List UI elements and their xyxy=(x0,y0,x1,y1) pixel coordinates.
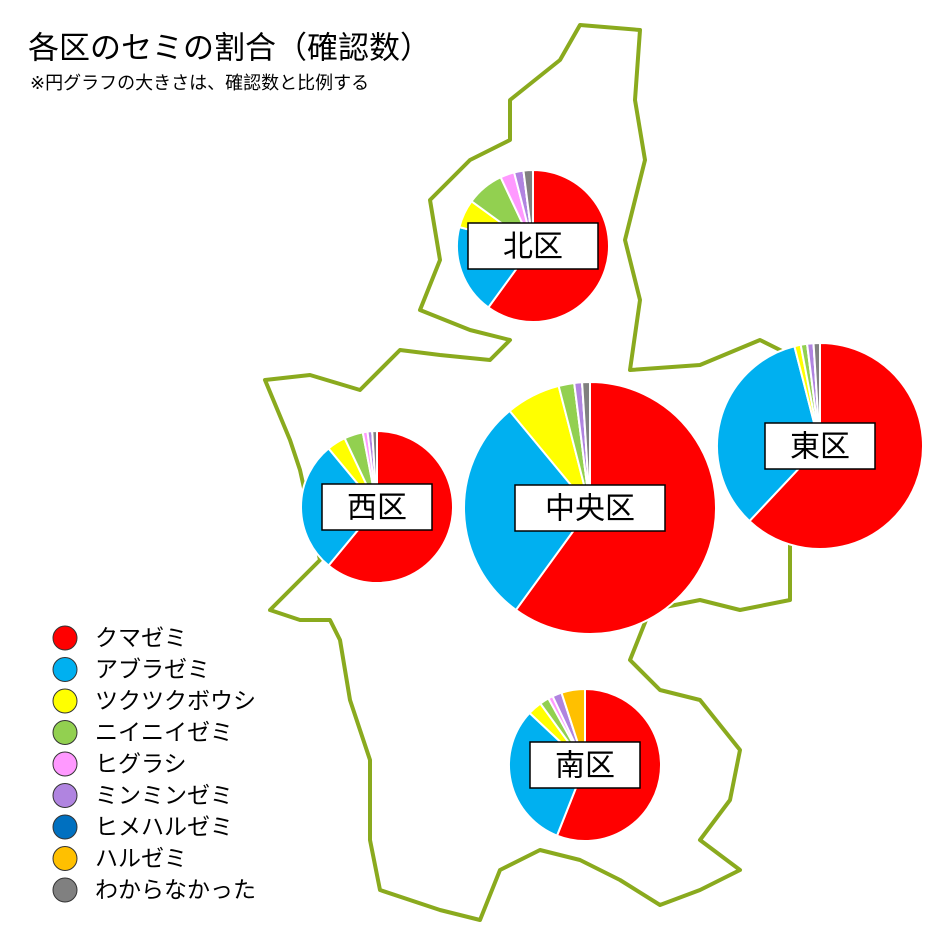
title: 各区のセミの割合（確認数） xyxy=(28,31,431,67)
legend-swatch xyxy=(52,720,78,745)
district-label: 南区 xyxy=(555,749,615,784)
district-label: 東区 xyxy=(790,430,850,465)
legend-swatch xyxy=(52,657,78,682)
legend-label: ツクツクボウシ xyxy=(95,689,256,715)
district-label: 中央区 xyxy=(545,492,635,527)
district-label-box xyxy=(467,222,599,270)
legend-swatch xyxy=(52,846,78,871)
district-label: 北区 xyxy=(503,230,563,265)
legend-label: ハルゼミ xyxy=(95,846,187,872)
legend-label: クマゼミ xyxy=(95,626,187,652)
pie-wedge xyxy=(581,380,591,509)
district-label-box xyxy=(529,741,641,789)
legend-label: ヒグラシ xyxy=(95,752,187,778)
legend-label: ヒメハルゼミ xyxy=(95,815,233,841)
district-label-box xyxy=(514,484,666,532)
legend-label: ニイニイゼミ xyxy=(95,720,233,746)
legend-swatch xyxy=(52,877,78,903)
district-label-box xyxy=(764,422,876,470)
legend-label: ミンミンゼミ xyxy=(95,783,233,809)
legend-label: わからなかった xyxy=(95,878,256,904)
legend-label: アブラゼミ xyxy=(95,657,210,683)
district-label: 西区 xyxy=(347,491,407,526)
legend-swatch xyxy=(52,625,78,651)
legend-swatch xyxy=(52,783,78,808)
district-label-box xyxy=(321,483,433,531)
pie-wedge xyxy=(812,341,821,447)
legend-swatch xyxy=(52,751,78,777)
legend-swatch xyxy=(52,688,78,714)
legend-swatch xyxy=(52,814,78,840)
subtitle: ※円グラフの大きさは、確認数と比例する xyxy=(30,73,369,94)
